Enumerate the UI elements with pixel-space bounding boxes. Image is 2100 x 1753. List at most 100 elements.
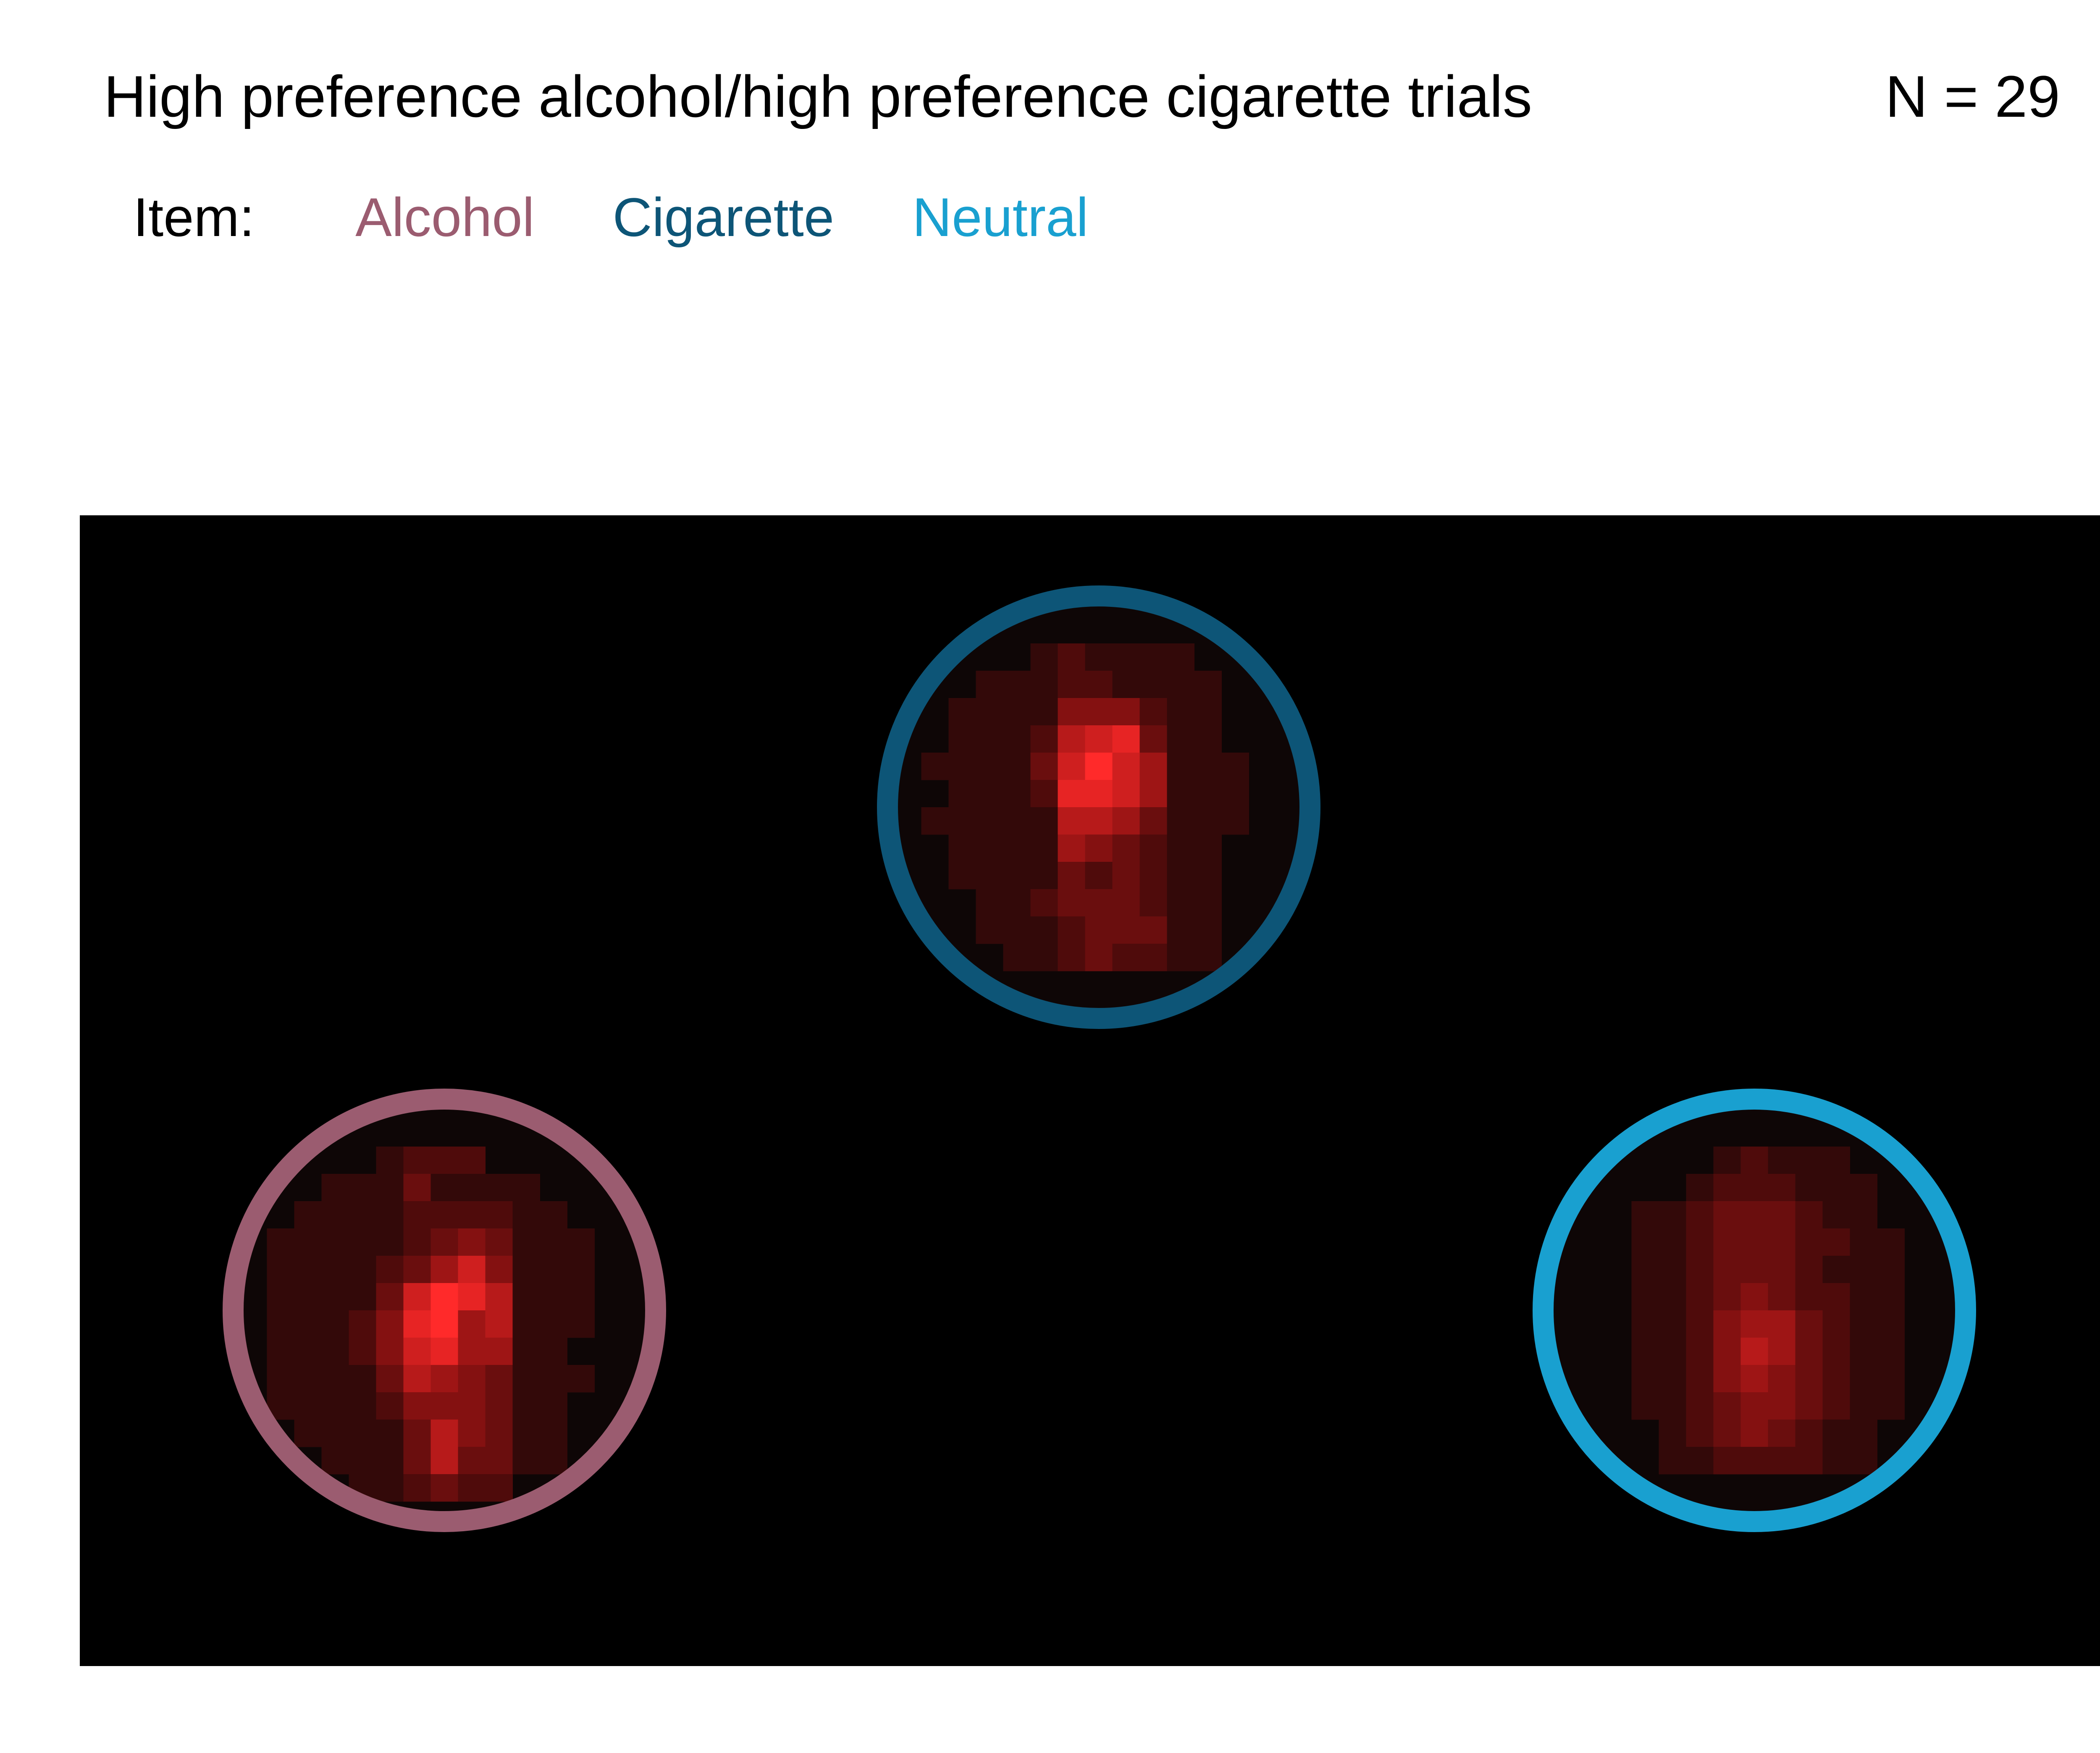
heatmap-cell <box>1058 944 1085 971</box>
chart-title: High preference alcohol/high preference … <box>104 63 1532 129</box>
heatmap-cell <box>349 1174 376 1202</box>
heatmap-cell <box>1740 1447 1768 1475</box>
heatmap-cell <box>1631 1283 1659 1311</box>
heatmap-cell <box>485 1228 513 1256</box>
heatmap-cell <box>1795 1338 1823 1365</box>
heatmap-cell <box>1221 753 1249 780</box>
heatmap-cell <box>1112 835 1140 862</box>
heatmap-cell <box>430 1447 458 1475</box>
heatmap-cell <box>1167 889 1194 917</box>
heatmap-cell <box>458 1338 486 1365</box>
heatmap-cell <box>948 835 976 862</box>
heatmap-cell <box>1003 889 1031 917</box>
heatmap-cell <box>1822 1201 1850 1229</box>
heatmap-cell <box>376 1256 404 1283</box>
heatmap-cell <box>1740 1228 1768 1256</box>
heatmap-cell <box>1058 862 1085 890</box>
aoi-ring-alcohol <box>223 1089 666 1532</box>
heatmap-cell <box>1877 1338 1905 1365</box>
heatmap-cell <box>1030 725 1058 753</box>
heatmap-cell <box>1112 807 1140 835</box>
heatmap-cell <box>1631 1392 1659 1420</box>
heatmap-cell <box>321 1420 349 1447</box>
heatmap-cell <box>1030 671 1058 698</box>
heatmap-cell <box>1822 1338 1850 1365</box>
heatmap-cell <box>1659 1256 1686 1283</box>
heatmap-cell <box>376 1310 404 1338</box>
heatmap-cell <box>485 1420 513 1447</box>
heatmap-cell <box>1850 1174 1877 1202</box>
heatmap-cell <box>1030 916 1058 944</box>
heatmap-cell <box>1194 725 1222 753</box>
heatmap-cell <box>1631 1201 1659 1229</box>
heatmap-cell <box>321 1174 349 1202</box>
heatmap-cell <box>403 1447 431 1475</box>
heatmap-cell <box>948 862 976 890</box>
heatmap-cell <box>1850 1392 1877 1420</box>
heatmap-cell <box>540 1201 567 1229</box>
heatmap-cell <box>349 1283 376 1311</box>
heatmap-cell <box>458 1392 486 1420</box>
heatmap-cell <box>1058 916 1085 944</box>
heatmap-cell <box>512 1201 540 1229</box>
heatmap-cell <box>458 1201 486 1229</box>
heatmap-cell <box>1058 698 1085 726</box>
heatmap-cell <box>1030 698 1058 726</box>
heatmap-cell <box>458 1474 486 1502</box>
heatmap-cell <box>1740 1392 1768 1420</box>
heatmap-cell <box>1740 1256 1768 1283</box>
heatmap-cell <box>1850 1365 1877 1393</box>
heatmap-cell <box>1768 1310 1796 1338</box>
heatmap-cell <box>976 807 1003 835</box>
heatmap-cell <box>1085 698 1113 726</box>
heatmap-cell <box>485 1283 513 1311</box>
heatmap-cell <box>1139 753 1167 780</box>
heatmap-cell <box>376 1365 404 1393</box>
heatmap-cell <box>403 1310 431 1338</box>
heatmap-cell <box>512 1310 540 1338</box>
heatmap-cell <box>1003 862 1031 890</box>
heatmap-cell <box>1850 1256 1877 1283</box>
heatmap-cell <box>1003 780 1031 808</box>
heatmap-cell <box>1194 835 1222 862</box>
heatmap-cell <box>1058 889 1085 917</box>
heatmap-cell <box>1740 1201 1768 1229</box>
heatmap-cell <box>1877 1392 1905 1420</box>
heatmap-cell <box>267 1256 294 1283</box>
heatmap-cell <box>976 698 1003 726</box>
heatmap-cell <box>1713 1283 1741 1311</box>
heatmap-cell <box>1085 889 1113 917</box>
heatmap-cell <box>1631 1365 1659 1393</box>
heatmap-cell <box>948 807 976 835</box>
heatmap-cell <box>540 1283 567 1311</box>
heatmap-cell <box>948 780 976 808</box>
heatmap-cell <box>485 1392 513 1420</box>
heatmap-cell <box>349 1310 376 1338</box>
heatmap-cell <box>1030 835 1058 862</box>
heatmap-cell <box>1030 862 1058 890</box>
heatmap-cell <box>512 1365 540 1393</box>
heatmap-cell <box>1659 1283 1686 1311</box>
heatmap-cell <box>540 1310 567 1338</box>
heatmap-cell <box>1003 835 1031 862</box>
heatmap-cell <box>1713 1420 1741 1447</box>
heatmap-cell <box>921 807 949 835</box>
heatmap-cell <box>1085 753 1113 780</box>
legend-entry-cigarette: Cigarette <box>612 186 835 248</box>
heatmap-cell <box>1713 1447 1741 1475</box>
heatmap-cell <box>349 1447 376 1475</box>
heatmap-neutral <box>1543 1099 1966 1522</box>
heatmap-cell <box>567 1365 595 1393</box>
heatmap-cell <box>430 1310 458 1338</box>
heatmap-cell <box>294 1256 322 1283</box>
heatmap-cell <box>267 1228 294 1256</box>
heatmap-cell <box>1112 944 1140 971</box>
heatmap-cell <box>1713 1174 1741 1202</box>
heatmap-cell <box>1713 1338 1741 1365</box>
heatmap-cell <box>267 1338 294 1365</box>
heatmap-cell <box>485 1474 513 1502</box>
heatmap-cell <box>540 1420 567 1447</box>
heatmap-cell <box>1085 835 1113 862</box>
heatmap-cell <box>1822 1147 1850 1174</box>
heatmap-cell <box>294 1228 322 1256</box>
